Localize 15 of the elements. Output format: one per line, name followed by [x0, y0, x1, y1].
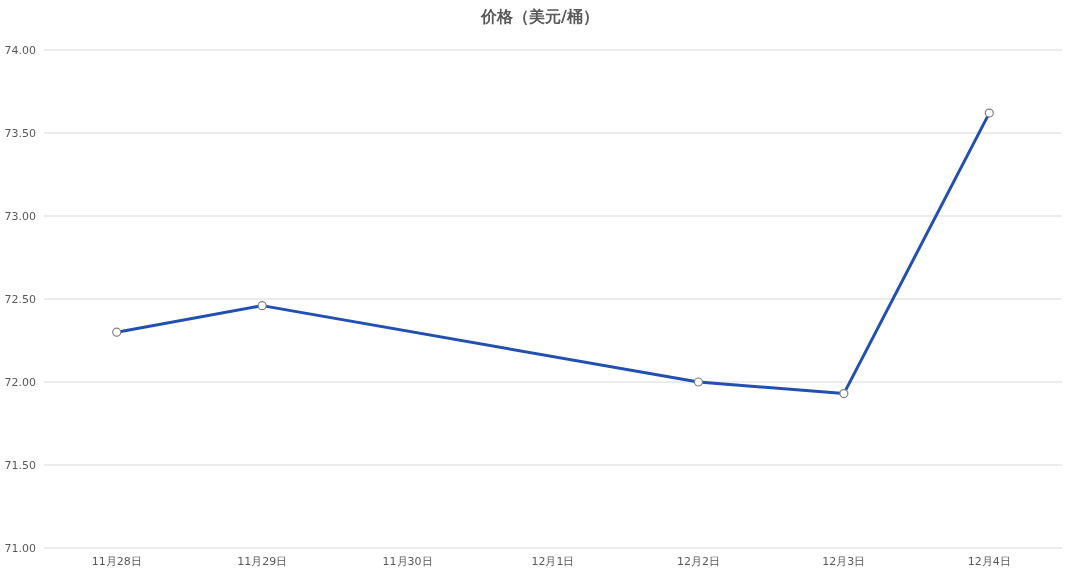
chart-title: 价格（美元/桶）: [480, 7, 599, 26]
y-tick-label: 73.00: [4, 210, 36, 223]
x-tick-label: 11月29日: [237, 555, 288, 568]
x-tick-label: 12月2日: [676, 555, 720, 568]
y-tick-label: 74.00: [4, 44, 36, 57]
y-tick-label: 72.00: [4, 376, 36, 389]
y-tick-label: 71.00: [4, 542, 36, 555]
x-tick-label: 12月4日: [967, 555, 1011, 568]
y-tick-label: 72.50: [4, 293, 36, 306]
x-tick-label: 12月1日: [531, 555, 575, 568]
x-tick-label: 11月30日: [382, 555, 433, 568]
y-tick-label: 73.50: [4, 127, 36, 140]
y-tick-label: 71.50: [4, 459, 36, 472]
x-tick-label: 11月28日: [91, 555, 142, 568]
x-tick-label: 12月3日: [822, 555, 866, 568]
